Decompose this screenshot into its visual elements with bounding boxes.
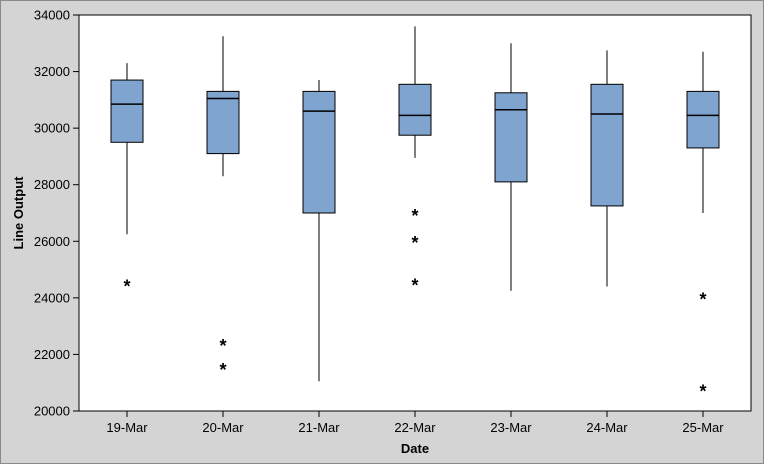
outlier-marker: * xyxy=(699,381,706,401)
iqr-box xyxy=(398,83,432,136)
iqr-box xyxy=(206,90,240,155)
y-tick-label: 32000 xyxy=(34,64,70,79)
y-tick-label: 26000 xyxy=(34,234,70,249)
outlier-marker: * xyxy=(411,275,418,295)
box-24-Mar xyxy=(590,50,624,287)
outlier-marker: * xyxy=(219,336,226,356)
outlier-marker: * xyxy=(699,289,706,309)
x-tick-label: 25-Mar xyxy=(682,420,724,435)
box-19-Mar: * xyxy=(110,63,144,297)
x-tick-label: 21-Mar xyxy=(298,420,340,435)
x-tick-label: 23-Mar xyxy=(490,420,532,435)
iqr-box xyxy=(590,83,624,207)
y-axis: 20000 22000 24000 26000 28000 30000 32000 34000 xyxy=(34,8,79,419)
y-tick-label: 34000 xyxy=(34,8,70,23)
x-axis-title: Date xyxy=(401,441,429,456)
y-tick-label: 30000 xyxy=(34,121,70,136)
outlier-marker: * xyxy=(219,360,226,380)
outlier-marker: * xyxy=(411,233,418,253)
y-tick-label: 22000 xyxy=(34,347,70,362)
iqr-box xyxy=(302,90,336,214)
box-23-Mar xyxy=(494,43,528,291)
box-22-Mar: * * * xyxy=(398,26,432,295)
x-axis: 19-Mar 20-Mar 21-Mar 22-Mar 23-Mar 24-Mar 25-M… xyxy=(106,411,724,435)
x-tick-label: 24-Mar xyxy=(586,420,628,435)
iqr-box xyxy=(686,90,720,149)
y-tick-label: 20000 xyxy=(34,404,70,419)
outlier-marker: * xyxy=(411,206,418,226)
y-axis-title: Line Output xyxy=(11,176,26,250)
box-group: ******** xyxy=(110,26,720,401)
iqr-box xyxy=(494,92,528,183)
box-20-Mar: ** xyxy=(206,36,240,380)
x-tick-label: 22-Mar xyxy=(394,420,436,435)
box-25-Mar: ** xyxy=(686,51,720,401)
y-tick-label: 28000 xyxy=(34,177,70,192)
y-tick-label: 24000 xyxy=(34,290,70,305)
x-tick-label: 19-Mar xyxy=(106,420,148,435)
x-tick-label: 20-Mar xyxy=(202,420,244,435)
outlier-marker: * xyxy=(123,277,130,297)
box-21-Mar xyxy=(302,80,336,382)
iqr-box xyxy=(110,79,144,143)
